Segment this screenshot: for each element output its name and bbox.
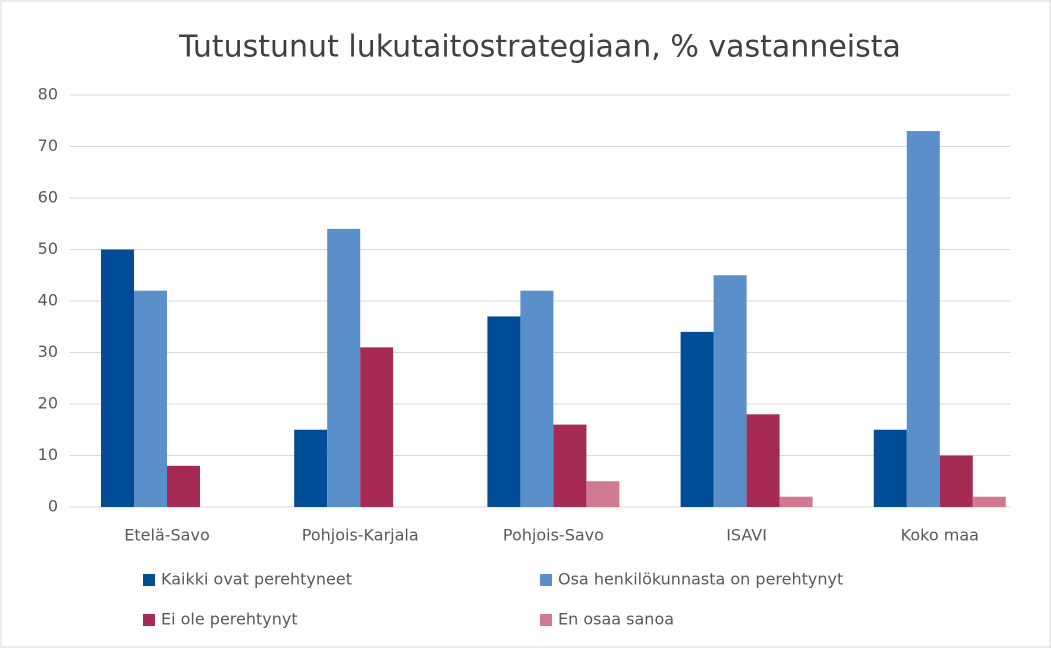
- chart-title: Tutustunut lukutaitostrategiaan, % vasta…: [178, 30, 901, 65]
- x-tick-label: Etelä-Savo: [124, 526, 209, 545]
- bar: [746, 414, 780, 507]
- legend-swatch: [540, 574, 552, 586]
- legend-swatch: [143, 614, 155, 626]
- legend-label: Osa henkilökunnasta on perehtynyt: [558, 570, 843, 589]
- bar: [680, 331, 714, 507]
- bar: [906, 131, 940, 508]
- x-tick-label: Pohjois-Karjala: [302, 526, 419, 545]
- y-tick-label: 70: [38, 136, 58, 155]
- x-tick-label: Pohjois-Savo: [503, 526, 604, 545]
- bar: [327, 228, 361, 507]
- legend-swatch: [143, 574, 155, 586]
- x-tick-label: Koko maa: [901, 526, 979, 545]
- legend-label: Ei ole perehtynyt: [161, 610, 298, 629]
- bar: [873, 429, 907, 507]
- bar: [360, 347, 394, 507]
- bar: [520, 290, 554, 507]
- bar: [939, 455, 973, 507]
- y-tick-label: 50: [38, 239, 58, 258]
- y-tick-label: 60: [38, 188, 58, 207]
- bar: [134, 290, 167, 507]
- legend-label: En osaa sanoa: [558, 610, 674, 629]
- legend-swatch: [540, 614, 552, 626]
- y-tick-label: 40: [38, 291, 58, 310]
- bar: [167, 465, 200, 507]
- bar: [101, 249, 134, 507]
- bar: [553, 424, 587, 507]
- y-tick-label: 80: [38, 85, 58, 104]
- y-tick-label: 30: [38, 342, 58, 361]
- y-tick-label: 20: [38, 394, 58, 413]
- x-tick-label: ISAVI: [726, 526, 767, 545]
- bar: [487, 316, 521, 507]
- y-tick-label: 10: [38, 445, 58, 464]
- bar: [972, 496, 1006, 507]
- legend-label: Kaikki ovat perehtyneet: [161, 570, 352, 589]
- bar: [586, 481, 620, 507]
- bar: [713, 275, 747, 507]
- bar: [779, 496, 813, 507]
- bar: [294, 429, 328, 507]
- y-tick-label: 0: [48, 497, 58, 516]
